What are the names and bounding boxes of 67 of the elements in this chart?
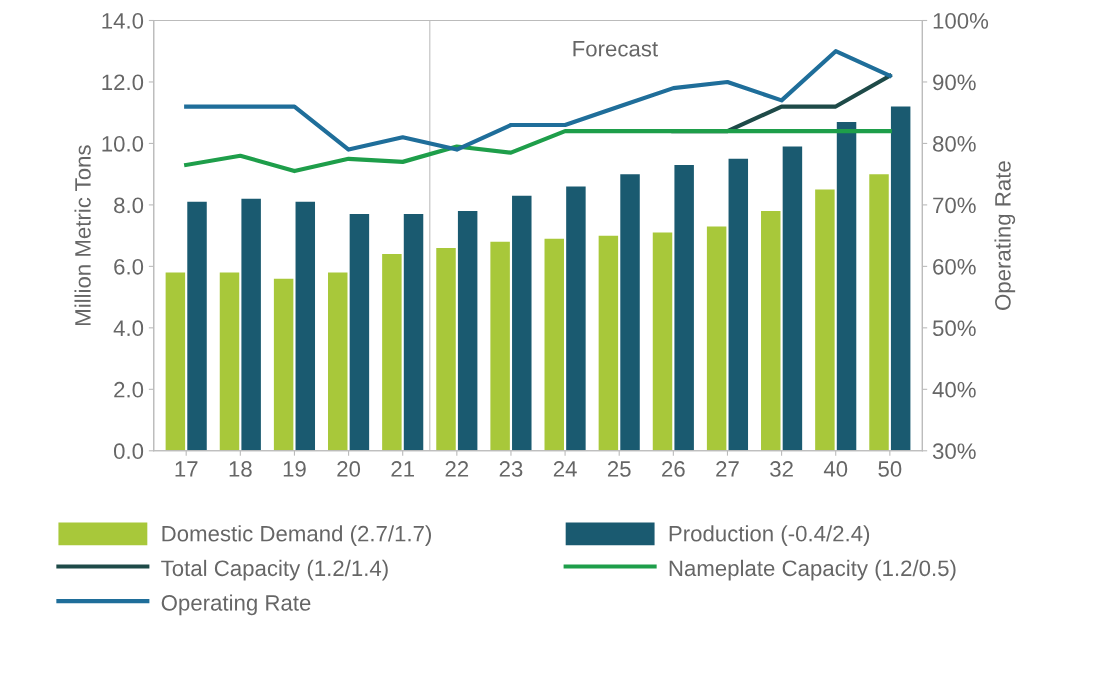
x-tick-label: 25 [607,461,631,477]
legend-label: Operating Rate [161,594,311,616]
bar [761,211,781,451]
bar [782,146,803,451]
bar [219,272,240,451]
y-tick-label: 4.0 [113,320,144,337]
bar [512,195,532,451]
y2-axis-title: Operating Rate [994,161,1016,310]
x-tick-label: 40 [823,461,848,477]
line-series [184,129,892,174]
y2-tick-label: 100% [933,13,989,29]
x-tick-label: 50 [878,461,902,477]
bar [620,174,640,451]
bar [890,106,911,451]
x-tick-label: 24 [553,461,577,477]
legend-label: Total Capacity (1.2/1.4) [161,559,388,581]
y-tick-label: 14.0 [102,13,144,29]
legend-label: Nameplate Capacity (1.2/0.5) [669,559,956,581]
y-tick-label: 10.0 [102,135,144,152]
bar [566,186,586,451]
bar [328,272,348,451]
y2-tick-label: 50% [932,320,976,337]
y2-tick-label: 60% [933,258,976,275]
y-tick-label: 6.0 [114,258,144,275]
bar [490,241,510,451]
y2-tick-label: 40% [932,381,976,398]
y-axis-title: Million Metric Tons [74,145,91,325]
bar [706,226,727,451]
bar [652,232,673,451]
bar [457,211,478,451]
bar [295,201,316,451]
x-tick-label: 22 [445,461,469,477]
bar [869,174,889,451]
x-tick-label: 27 [716,461,739,477]
x-tick-label: 17 [175,461,198,477]
y2-tick-label: 80% [933,135,976,152]
bar [403,214,424,451]
y2-tick-label: 30% [932,443,976,460]
bar [815,189,835,451]
bar [187,201,207,451]
bar [544,238,564,451]
bar [728,158,749,451]
x-tick-label: 18 [229,461,252,477]
annotation: Forecast [573,41,658,57]
x-tick-label: 21 [391,461,414,477]
x-tick-label: 23 [499,461,523,477]
legend-label: Production (-0.4/2.4) [669,525,870,546]
x-tick-label: 26 [662,461,685,477]
y2-tick-label: 90% [933,74,976,91]
y-tick-label: 8.0 [114,197,144,214]
bar [836,121,857,451]
bar [674,164,694,451]
y2-tick-label: 70% [933,197,976,214]
bar [436,247,456,451]
bar [349,214,370,451]
bar [165,272,186,451]
x-tick-label: 32 [770,461,793,477]
bar [382,254,402,451]
bar [598,235,619,451]
bar [241,198,261,451]
x-tick-label: 19 [283,461,306,477]
y-tick-label: 2.0 [114,381,144,398]
bar [273,278,294,451]
x-tick-label: 20 [337,461,361,477]
legend-label: Domestic Demand (2.7/1.7) [162,525,431,546]
y-tick-label: 12.0 [102,74,144,91]
y-tick-label: 0.0 [113,443,144,460]
